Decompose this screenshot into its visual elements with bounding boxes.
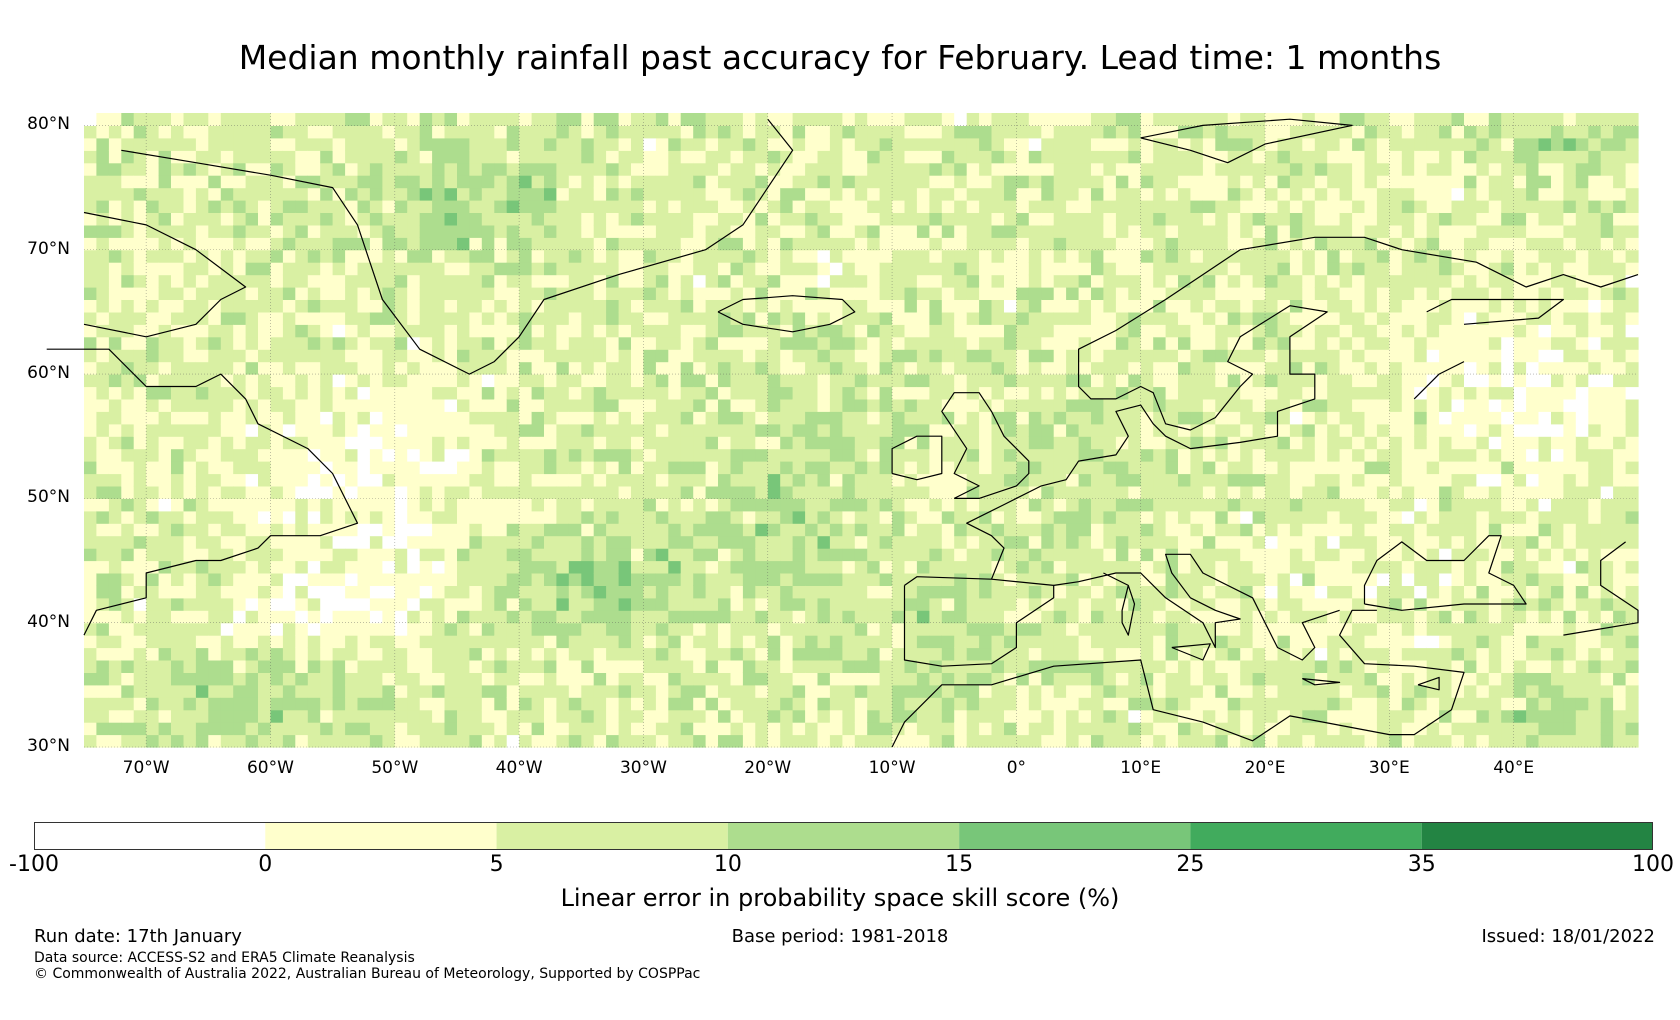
- coastline: [891, 435, 943, 481]
- lat-label: 50°N: [27, 487, 70, 508]
- coastline: [941, 392, 1030, 499]
- coastline: [1413, 361, 1465, 400]
- lon-label: 40°E: [1493, 758, 1535, 778]
- lat-label: 70°N: [27, 238, 70, 259]
- coastline: [1171, 643, 1211, 661]
- colorbar-tick-label: 10: [713, 852, 742, 877]
- coastlines: [46, 118, 1639, 748]
- colorbar-tick-label: 15: [945, 852, 974, 877]
- data-source: Data source: ACCESS-S2 and ERA5 Climate …: [34, 950, 415, 966]
- colorbar-tick-label: 100: [1632, 852, 1674, 877]
- coastline: [891, 609, 1465, 748]
- coastline: [903, 576, 1055, 667]
- skill-cells: [84, 113, 1639, 748]
- colorbar-segment: [1190, 823, 1422, 849]
- lon-label: 10°E: [1120, 758, 1162, 778]
- lon-label: 20°W: [744, 758, 792, 778]
- coastline: [1563, 541, 1639, 636]
- lon-label: 20°E: [1244, 758, 1286, 778]
- lon-label: 0°: [1006, 758, 1027, 778]
- colorbar-tick-label: 0: [258, 852, 273, 877]
- graticule: [84, 113, 1638, 748]
- lon-label: 70°W: [122, 758, 170, 778]
- lon-label: 10°W: [868, 758, 916, 778]
- base-period: Base period: 1981-2018: [731, 926, 949, 947]
- map-title: Median monthly rainfall past accuracy fo…: [238, 38, 1442, 77]
- coastline: [83, 211, 247, 338]
- colorbar-segment: [496, 823, 728, 849]
- colorbar-tick-label: 5: [489, 852, 504, 877]
- lat-label: 30°N: [27, 736, 70, 756]
- issued-date: Issued: 18/01/2022: [1481, 926, 1655, 947]
- coastline: [1103, 572, 1136, 636]
- copyright: © Commonwealth of Australia 2022, Austra…: [34, 966, 701, 982]
- lon-label: 30°W: [619, 758, 667, 778]
- colorbar-label: Linear error in probability space skill …: [560, 884, 1120, 912]
- coastline: [717, 295, 856, 333]
- colorbar-segment: [727, 823, 960, 849]
- coastline: [46, 348, 359, 636]
- colorbar-tick-label: 25: [1176, 852, 1205, 877]
- coastline: [1426, 298, 1565, 325]
- colorbar-frame: [34, 822, 1653, 850]
- colorbar-tick-label: 35: [1407, 852, 1436, 877]
- lon-label: 60°W: [246, 758, 294, 778]
- colorbar-segment: [265, 823, 497, 849]
- colorbar-segment: [34, 823, 266, 849]
- lon-label: 30°E: [1368, 758, 1410, 778]
- coastline: [1363, 535, 1527, 611]
- colorbar-segment: [1421, 823, 1653, 849]
- colorbar: [34, 822, 1653, 850]
- coastline: [1417, 676, 1440, 691]
- coastline: [1302, 678, 1341, 686]
- lat-label: 60°N: [27, 363, 70, 384]
- coastline: [1053, 553, 1340, 661]
- lat-label: 80°N: [27, 114, 70, 135]
- run-date: Run date: 17th January: [34, 926, 242, 947]
- lon-label: 50°W: [371, 758, 419, 778]
- coastline: [966, 236, 1639, 580]
- lat-label: 40°N: [27, 611, 70, 632]
- colorbar-segment: [959, 823, 1191, 849]
- colorbar-tick-label: -100: [9, 852, 59, 877]
- lon-label: 40°W: [495, 758, 543, 778]
- coastline: [1140, 118, 1353, 164]
- coastline: [121, 118, 794, 375]
